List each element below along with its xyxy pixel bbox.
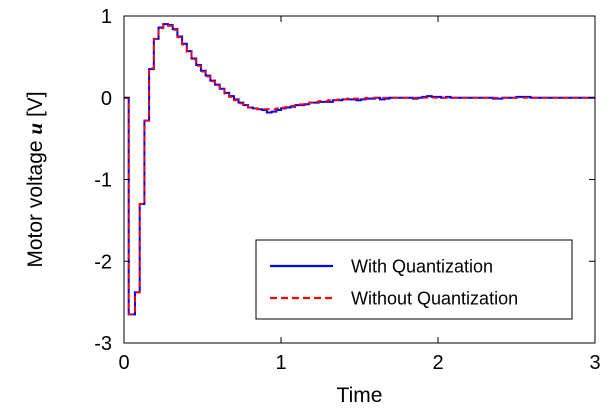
series-line-without-quantization <box>124 24 595 316</box>
x-tick-label: 1 <box>275 352 286 374</box>
y-axis-label: Motor voltage u [V] <box>23 91 47 267</box>
y-tick-label: 1 <box>101 6 112 28</box>
legend: With Quantization Without Quantization <box>255 239 573 320</box>
x-axis-label: Time <box>337 384 383 407</box>
legend-box <box>255 239 573 320</box>
x-tick-label: 2 <box>432 352 443 374</box>
y-tick-label: -2 <box>94 251 112 273</box>
y-axis-label-text: Motor voltage <box>24 140 47 267</box>
y-axis-label-unit: [V] <box>24 91 47 117</box>
legend-label-with-quantization: With Quantization <box>351 257 493 277</box>
y-tick-label: -1 <box>94 170 112 192</box>
y-axis-label-symbol: u <box>23 123 47 135</box>
legend-label-without-quantization: Without Quantization <box>351 289 518 309</box>
series-layer <box>124 23 595 316</box>
axis-ticks: 0 1 2 3 1 0 -1 -2 -3 <box>94 6 600 374</box>
y-tick-label: 0 <box>101 88 112 110</box>
y-tick-label: -3 <box>94 333 112 355</box>
x-tick-label: 0 <box>118 352 129 374</box>
x-tick-label: 3 <box>589 352 600 374</box>
